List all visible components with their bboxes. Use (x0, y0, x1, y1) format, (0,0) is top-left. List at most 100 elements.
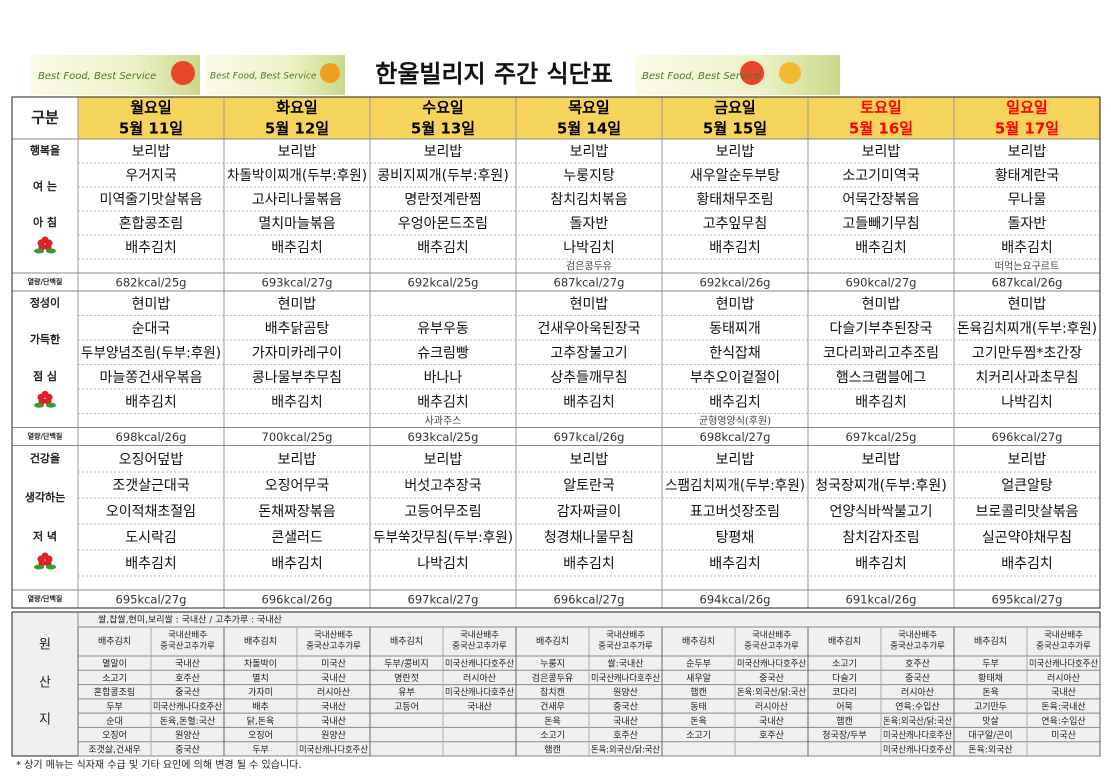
menu-item: 청국장찌개(두부:후원) (815, 478, 947, 494)
menu-item: 배추김치 (271, 394, 323, 410)
banner-text: Best Food, Best Service (642, 71, 760, 82)
menu-item: 보리밥 (716, 452, 755, 468)
meal-label: 생각하는 (25, 490, 65, 504)
origin-cell: 가자미 (248, 687, 273, 698)
banner-text: Best Food, Best Service (210, 72, 317, 82)
menu-item: 보리밥 (1008, 452, 1047, 468)
day-date: 5월 17일 (995, 120, 1059, 138)
menu-kcal: 692kcal/25g (408, 276, 479, 290)
origin-place: 국내산배추 (168, 630, 207, 641)
origin-place: 중국산고추가루 (890, 641, 945, 652)
menu-kcal: 693kcal/25g (408, 430, 479, 444)
menu-item: 상추들깨무침 (550, 370, 627, 386)
menu-item: 마늘쫑건새우볶음 (99, 370, 202, 386)
kcal-label: 열량/단백질 (28, 594, 63, 603)
menu-item: 오징어덮밥 (119, 452, 184, 468)
menu-item: 배추김치 (855, 240, 907, 256)
menu-item: 배추김치 (125, 394, 177, 410)
meal-label: 가득한 (30, 332, 60, 346)
origin-cell: 햄캔 (544, 743, 561, 755)
origin-cell: 쌀:국내산 (607, 659, 643, 670)
menu-item: 보리밥 (132, 144, 171, 160)
origin-cell: 러시아산 (1047, 673, 1080, 684)
origin-label: 지 (39, 713, 51, 728)
menu-kcal: 695kcal/27g (116, 593, 187, 607)
origin-cell: 고기만두 (974, 702, 1007, 713)
origin-cell: 조갯살,건새우 (88, 744, 141, 755)
menu-item: 배추김치 (271, 556, 323, 572)
origin-cell: 러시아산 (901, 687, 934, 698)
origin-place: 국내산배추 (898, 630, 937, 641)
menu-kcal: 692kcal/26g (700, 276, 771, 290)
banner-icon (779, 62, 801, 84)
day-name: 금요일 (714, 99, 755, 117)
origin-cell: 원양산 (613, 687, 638, 698)
menu-item: 돌자반 (1008, 216, 1047, 232)
origin-place: 중국산고추가루 (306, 641, 361, 652)
menu-item: 배추김치 (709, 240, 761, 256)
origin-cell: 원양산 (321, 730, 346, 741)
day-date: 5월 15일 (703, 120, 767, 138)
day-date: 5월 12일 (265, 120, 329, 138)
menu-item: 참치감자조림 (842, 530, 919, 546)
origin-label: 원 (39, 638, 51, 653)
menu-item: 참치김치볶음 (550, 192, 627, 208)
menu-item: 배추김치 (417, 394, 469, 410)
menu-item: 나박김치 (563, 240, 615, 256)
flower-petal (41, 552, 49, 560)
menu-item: 현미밥 (862, 296, 901, 312)
corner-label: 구분 (31, 109, 59, 127)
origin-place: 중국산고추가루 (598, 641, 653, 652)
origin-cell: 국내산 (613, 716, 638, 727)
menu-item: 황태채무조림 (696, 192, 773, 208)
origin-cell: 멸치 (252, 672, 269, 684)
origin-cell: 돈육 (982, 687, 999, 698)
day-date: 5월 11일 (119, 120, 183, 138)
origin-cell: 미국산캐나다호주산 (883, 744, 952, 755)
origin-cell: 순대 (106, 716, 123, 727)
menu-item: 고기만두찜*초간장 (972, 345, 1082, 361)
origin-cell: 황태채 (978, 673, 1003, 684)
menu-item: 표고버섯장조림 (690, 504, 780, 520)
origin-bg (11, 611, 1101, 757)
origin-cell: 다슬기 (832, 673, 857, 684)
menu-kcal: 698kcal/27g (700, 430, 771, 444)
origin-place: 중국산고추가루 (1036, 641, 1091, 652)
origin-cell: 두부 (106, 702, 123, 713)
origin-cell: 미국산캐나다호주산 (883, 730, 952, 741)
menu-item: 현미밥 (132, 296, 171, 312)
menu-item: 보리밥 (1008, 144, 1047, 160)
origin-cell: 참치캔 (540, 686, 565, 698)
menu-item: 건새우아욱된장국 (537, 321, 640, 337)
flower-petal (41, 236, 49, 244)
menu-item: 소고기미역국 (842, 168, 919, 184)
menu-extra: 떠먹는요구르트 (995, 261, 1059, 273)
menu-item: 부추오이겉절이 (690, 370, 780, 386)
menu-item: 두부쑥갓무침(두부:후원) (373, 530, 513, 546)
menu-kcal: 691kcal/26g (846, 593, 917, 607)
origin-cell: 중국산 (175, 744, 200, 755)
menu-item: 어묵간장볶음 (842, 192, 919, 208)
menu-item: 보리밥 (862, 144, 901, 160)
menu-item: 보리밥 (278, 144, 317, 160)
flower-leaf (34, 564, 44, 570)
menu-item: 현미밥 (1008, 296, 1047, 312)
day-name: 토요일 (860, 99, 901, 117)
origin-item: 배추김치 (536, 635, 569, 647)
origin-cell: 소고기 (686, 730, 711, 741)
menu-item: 도시락김 (125, 530, 177, 546)
origin-cell: 미국산캐나다호주산 (153, 702, 222, 713)
origin-cell: 오징어 (102, 730, 127, 741)
origin-cell: 코다리 (832, 687, 857, 698)
origin-cell: 국내산 (321, 716, 346, 727)
origin-cell: 돈육:외국산/닭:국산 (591, 743, 660, 755)
banner-icon (171, 61, 195, 85)
menu-item: 동태찌개 (709, 321, 761, 337)
menu-item: 가자미카레구이 (252, 345, 342, 361)
origin-cell: 돈육:외국산/닭:국산 (883, 715, 952, 727)
menu-item: 언양식바싹불고기 (829, 504, 932, 520)
origin-cell: 원양산 (175, 730, 200, 741)
meal-label: 정성이 (30, 295, 60, 309)
menu-kcal: 696kcal/27g (992, 430, 1063, 444)
origin-cell: 미국산캐나다호주산 (1029, 659, 1098, 670)
